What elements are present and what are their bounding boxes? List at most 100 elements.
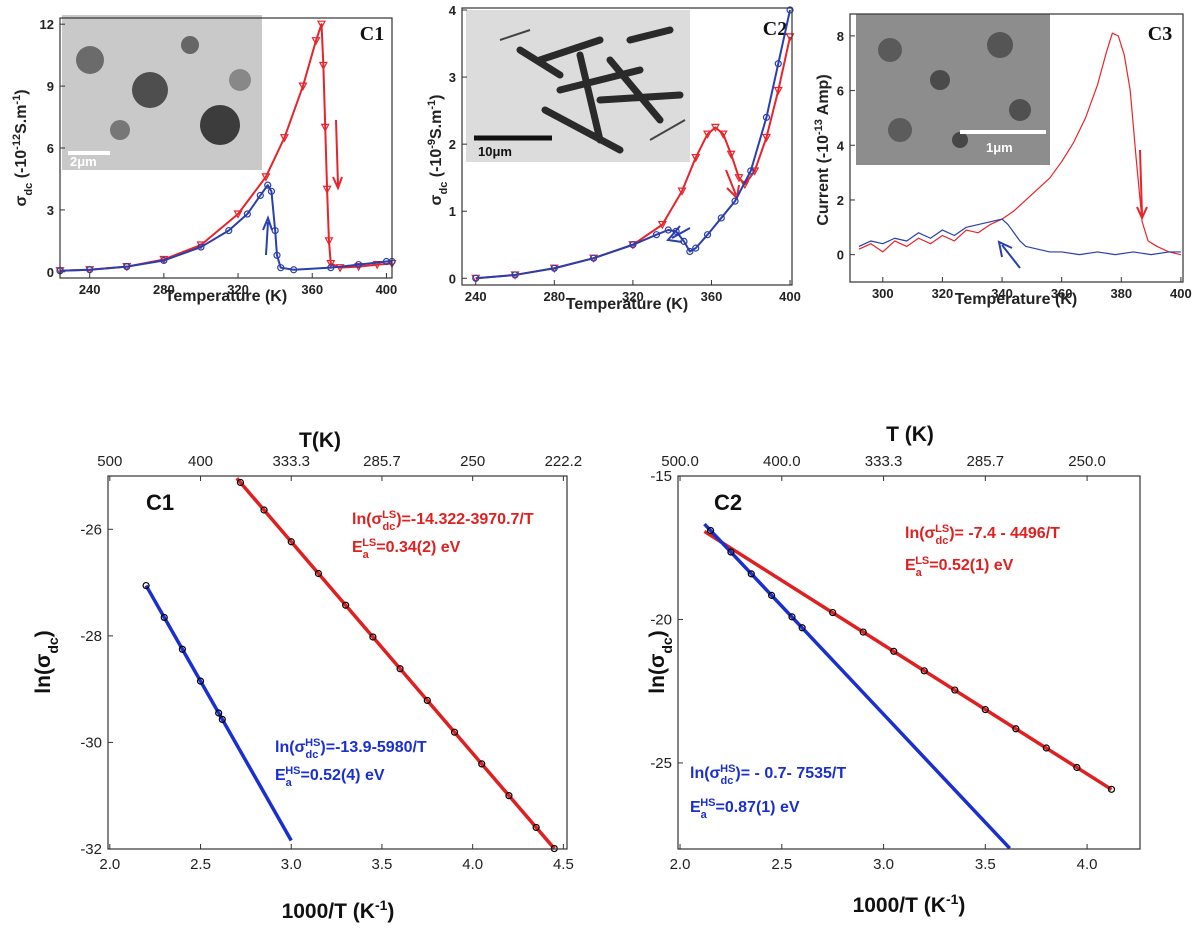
y-tick-label: 4 <box>449 3 457 18</box>
marker <box>747 570 755 578</box>
marker <box>236 478 245 487</box>
ann-part: a <box>363 549 370 561</box>
inset-c1: 2μm <box>62 15 262 170</box>
ann-part: dc <box>383 521 396 533</box>
ann-part: )=-13.9-5980/T <box>320 739 427 756</box>
x-title-part: ) <box>387 900 394 923</box>
y-axis-title: σdc (-10-12S.m-1) <box>11 89 35 206</box>
marker <box>314 569 323 578</box>
top-axis-title: T(K) <box>299 429 341 452</box>
y-title-part: -1 <box>11 95 23 105</box>
y-title-part: ln(σ <box>32 654 55 694</box>
x-axis-title: Temperature (K) <box>955 291 1077 308</box>
x-tick-label: 2.0 <box>99 856 120 873</box>
plot-frame <box>849 13 1184 283</box>
y-axis-title: ln(σdc) <box>32 630 61 693</box>
panel: 2.0 2.5 3.0 3.5 4.0 4.5 -26 -28 -30 -32 500 400 333.… <box>80 453 582 873</box>
y-tick-label: 0 <box>47 265 54 280</box>
marker <box>680 237 688 246</box>
x-tick-label: 4.0 <box>462 856 483 873</box>
ann-part: dc <box>721 775 734 787</box>
x2-tick-label: 500.0 <box>661 453 699 470</box>
ann-part: ln(σ <box>905 525 936 542</box>
marker <box>277 264 285 272</box>
marker <box>279 134 289 143</box>
y-title-part: ln(σ <box>646 654 669 694</box>
y-tick-label: -15 <box>650 468 672 485</box>
x2-tick-label: 333.3 <box>272 453 310 470</box>
marker <box>768 591 776 599</box>
y-tick-label: 6 <box>837 84 844 99</box>
ann-part: HS <box>305 737 320 749</box>
top-axis-title: T (K) <box>886 423 934 446</box>
scale-bar-label: 2μm <box>70 154 97 169</box>
y-tick-label: -25 <box>650 755 672 772</box>
marker <box>664 226 672 234</box>
ann-part: E <box>352 539 363 556</box>
x-tick-label: 400 <box>779 289 801 304</box>
marker <box>225 226 233 235</box>
x-tick-label: 3.5 <box>372 856 393 873</box>
y-title-part: ) <box>32 630 55 637</box>
marker <box>726 150 736 159</box>
panel-label: C2 <box>763 18 787 40</box>
plot-frame <box>59 17 393 279</box>
x-tick-label: 400 <box>376 282 398 297</box>
series-line <box>858 32 1182 256</box>
marker <box>672 227 680 235</box>
annotation: ln(σdcHS)= - 0.7- 7535/T <box>690 763 846 787</box>
x-tick-label: 240 <box>465 289 487 304</box>
y-tick-label: 0 <box>837 248 844 263</box>
marker <box>1073 763 1081 772</box>
marker <box>629 241 637 249</box>
y-title-part: dc <box>438 182 450 195</box>
x-tick-label: 4.5 <box>553 856 574 873</box>
ann-part: =0.52(4) eV <box>300 767 384 784</box>
x2-tick-label: 222.2 <box>545 453 583 470</box>
marker <box>355 260 363 269</box>
panel-label: C2 <box>714 490 742 515</box>
y-title-part: Amp) <box>815 74 832 119</box>
ann-part: )= - 0.7- 7535/T <box>735 765 846 782</box>
panel-label: C3 <box>1148 23 1172 45</box>
marker <box>423 696 431 705</box>
x-tick-label: 2.5 <box>771 856 792 873</box>
x-tick-label: 280 <box>543 289 565 304</box>
marker <box>890 647 898 655</box>
x-tick-label: 2.5 <box>190 856 211 873</box>
panel-label: C1 <box>360 23 384 45</box>
y-tick-label: -30 <box>80 734 102 751</box>
y-axis-title: σdc (-10-9S.m-1) <box>426 95 450 206</box>
scale-bar-label: 1μm <box>986 140 1013 155</box>
marker <box>762 113 771 121</box>
marker <box>317 20 327 29</box>
annotation: EaHS=0.87(1) eV <box>690 797 800 821</box>
marker <box>264 181 272 189</box>
y-tick-label: -32 <box>80 841 102 858</box>
marker <box>335 264 345 273</box>
marker <box>142 581 150 590</box>
marker <box>920 667 928 675</box>
scale-bar-label: 10μm <box>478 144 512 159</box>
ann-part: dc <box>306 749 319 761</box>
x2-tick-label: 333.3 <box>865 453 903 470</box>
ann-part: a <box>701 809 708 821</box>
marker <box>788 613 796 621</box>
marker <box>652 231 661 239</box>
marker <box>1042 744 1050 752</box>
marker <box>320 123 330 133</box>
marker <box>267 187 276 195</box>
y-title-part: dc <box>45 637 61 654</box>
plot-frame <box>461 7 793 286</box>
y-title-part: ) <box>646 630 669 637</box>
marker <box>505 792 513 800</box>
marker <box>703 231 712 239</box>
ann-part: E <box>690 799 701 816</box>
series-line <box>475 9 792 280</box>
y-axis-title: ln(σdc) <box>646 630 675 693</box>
marker <box>273 251 281 259</box>
ann-part: a <box>286 777 293 789</box>
marker <box>311 37 321 46</box>
ann-part: HS <box>720 763 735 775</box>
x2-tick-label: 250.0 <box>1068 453 1106 470</box>
